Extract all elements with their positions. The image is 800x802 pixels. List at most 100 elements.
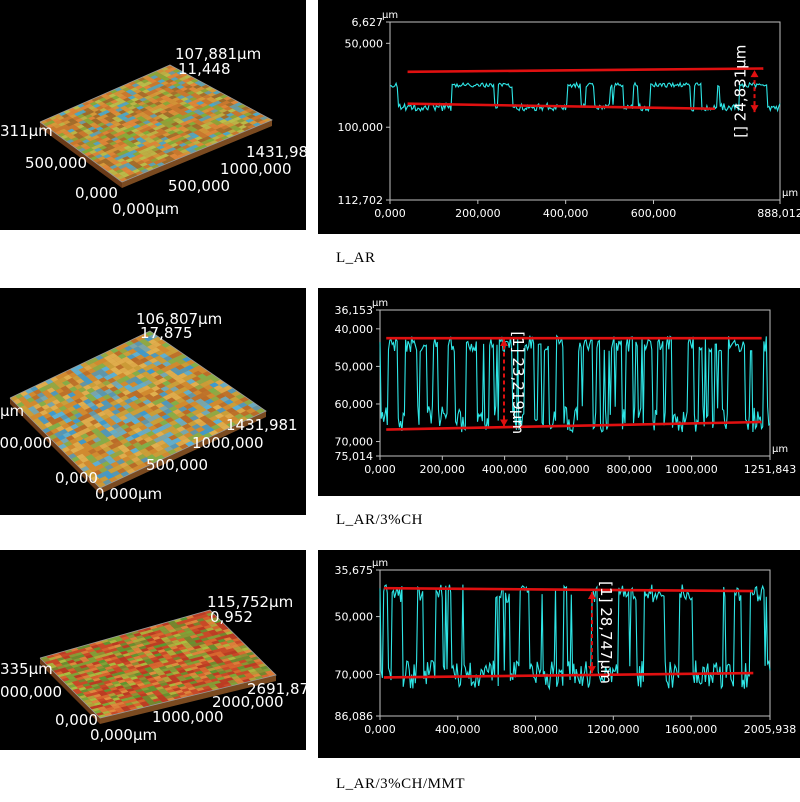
surface-texture-cell	[102, 394, 112, 400]
y-tick-label: 86,086	[335, 710, 374, 723]
surface-texture-cell	[152, 126, 161, 131]
surface-texture-cell	[58, 111, 67, 116]
surface-texture-cell	[75, 660, 84, 665]
surface-texture-cell	[220, 649, 230, 654]
surface-texture-cell	[122, 139, 131, 144]
surface-texture-cell	[130, 447, 140, 454]
surface-texture-cell	[222, 418, 233, 425]
surface-texture-cell	[208, 675, 217, 680]
surface-texture-cell	[232, 661, 241, 666]
surface-x-tick2-label: 1000,000	[192, 434, 264, 452]
surface-texture-cell	[88, 396, 98, 402]
surface-texture-cell	[117, 467, 127, 474]
surface-texture-cell	[204, 100, 214, 105]
surface-texture-cell	[85, 454, 95, 461]
surface-texture-cell	[132, 678, 141, 683]
surface-texture-cell	[110, 110, 119, 115]
surface-texture-cell	[106, 411, 116, 418]
x-tick-label: 2005,938	[744, 723, 797, 736]
surface-texture-cell	[97, 411, 107, 417]
surface-texture-cell	[153, 675, 162, 680]
surface-texture-cell	[173, 145, 182, 150]
surface-texture-cell	[150, 665, 159, 670]
surface-texture-cell	[60, 400, 70, 406]
surface-texture-cell	[183, 432, 194, 438]
surface-texture-cell	[62, 663, 72, 668]
surface-texture-cell	[157, 671, 166, 676]
surface-edge	[100, 675, 276, 724]
surface-texture-cell	[108, 701, 117, 705]
surface-texture-cell	[215, 668, 225, 673]
surface-texture-cell	[75, 378, 85, 384]
surface-texture-cell	[172, 356, 182, 362]
surface-texture-cell	[227, 633, 236, 638]
surface-texture-cell	[137, 368, 147, 374]
surface-texture-cell	[115, 412, 125, 418]
surface-texture-cell	[127, 674, 137, 678]
surface-texture-cell	[40, 656, 49, 661]
surface-texture-cell	[53, 113, 62, 118]
surface-texture-cell	[55, 402, 64, 409]
surface-texture-cell	[71, 432, 81, 439]
surface-texture-cell	[127, 453, 137, 460]
surface-texture-cell	[73, 369, 83, 376]
surface-texture-cell	[165, 649, 175, 654]
surface-texture-cell	[167, 130, 176, 135]
surface-texture-cell	[193, 84, 202, 89]
surface-texture-cell	[123, 345, 133, 352]
surface-texture-cell	[214, 682, 224, 687]
surface-texture-cell	[148, 134, 158, 139]
surface-texture-cell	[142, 99, 151, 104]
surface-texture-cell	[113, 675, 122, 679]
surface-texture-cell	[82, 427, 92, 434]
surface-texture-cell	[179, 87, 189, 92]
surface-texture-cell	[215, 117, 225, 122]
surface-texture-cell	[220, 104, 229, 109]
surface-texture-cell	[84, 379, 94, 385]
surface-texture-cell	[211, 390, 222, 397]
y-unit-label: µm	[372, 558, 388, 569]
surface-texture-cell	[55, 374, 64, 380]
surface-texture-cell	[99, 135, 108, 140]
surface-texture-cell	[230, 644, 240, 649]
surface-texture-cell	[172, 83, 181, 88]
surface-texture-cell	[185, 684, 194, 689]
surface-texture-cell	[194, 125, 204, 130]
surface-texture-cell	[36, 392, 46, 398]
surface-texture-cell	[24, 402, 34, 409]
y-unit-label: µm	[382, 10, 398, 21]
surface-texture-cell	[211, 115, 221, 120]
surface-texture-cell	[191, 123, 200, 128]
surface-texture-cell	[28, 406, 37, 412]
surface-texture-cell	[114, 699, 123, 704]
surface-texture-cell	[112, 635, 122, 640]
surface-texture-cell	[109, 164, 118, 170]
surface-texture-cell	[164, 69, 173, 73]
surface-texture-cell	[135, 373, 145, 380]
surface-panel-3: 115,752µm 0,952 335µm 000,000 2691,87 20…	[0, 550, 306, 750]
surface-texture-cell	[104, 132, 113, 138]
surface-texture-cell	[194, 105, 203, 110]
surface-texture-cell	[227, 129, 237, 134]
surface-texture-cell	[226, 662, 235, 667]
surface-texture-cell	[188, 640, 197, 645]
surface-texture-cell	[76, 135, 84, 140]
surface-texture-cell	[234, 112, 244, 117]
surface-texture-cell	[89, 659, 98, 663]
surface-x-end-label: 2691,87	[247, 680, 306, 698]
surface-texture-cell	[233, 678, 243, 682]
surface-texture-cell	[145, 652, 154, 657]
surface-texture-cell	[67, 118, 76, 123]
surface-texture-cell	[217, 662, 226, 666]
surface-texture-cell	[154, 661, 163, 666]
surface-texture-cell	[192, 660, 201, 664]
surface-texture-cell	[217, 638, 226, 643]
surface-texture-cell	[91, 152, 100, 157]
surface-texture-cell	[179, 101, 188, 106]
surface-texture-cell	[125, 378, 135, 385]
surface-texture-cell	[209, 382, 219, 388]
surface-texture-cell	[156, 344, 166, 351]
surface-texture-cell	[197, 681, 207, 686]
surface-texture-cell	[94, 679, 104, 684]
surface-texture-cell	[114, 156, 123, 161]
